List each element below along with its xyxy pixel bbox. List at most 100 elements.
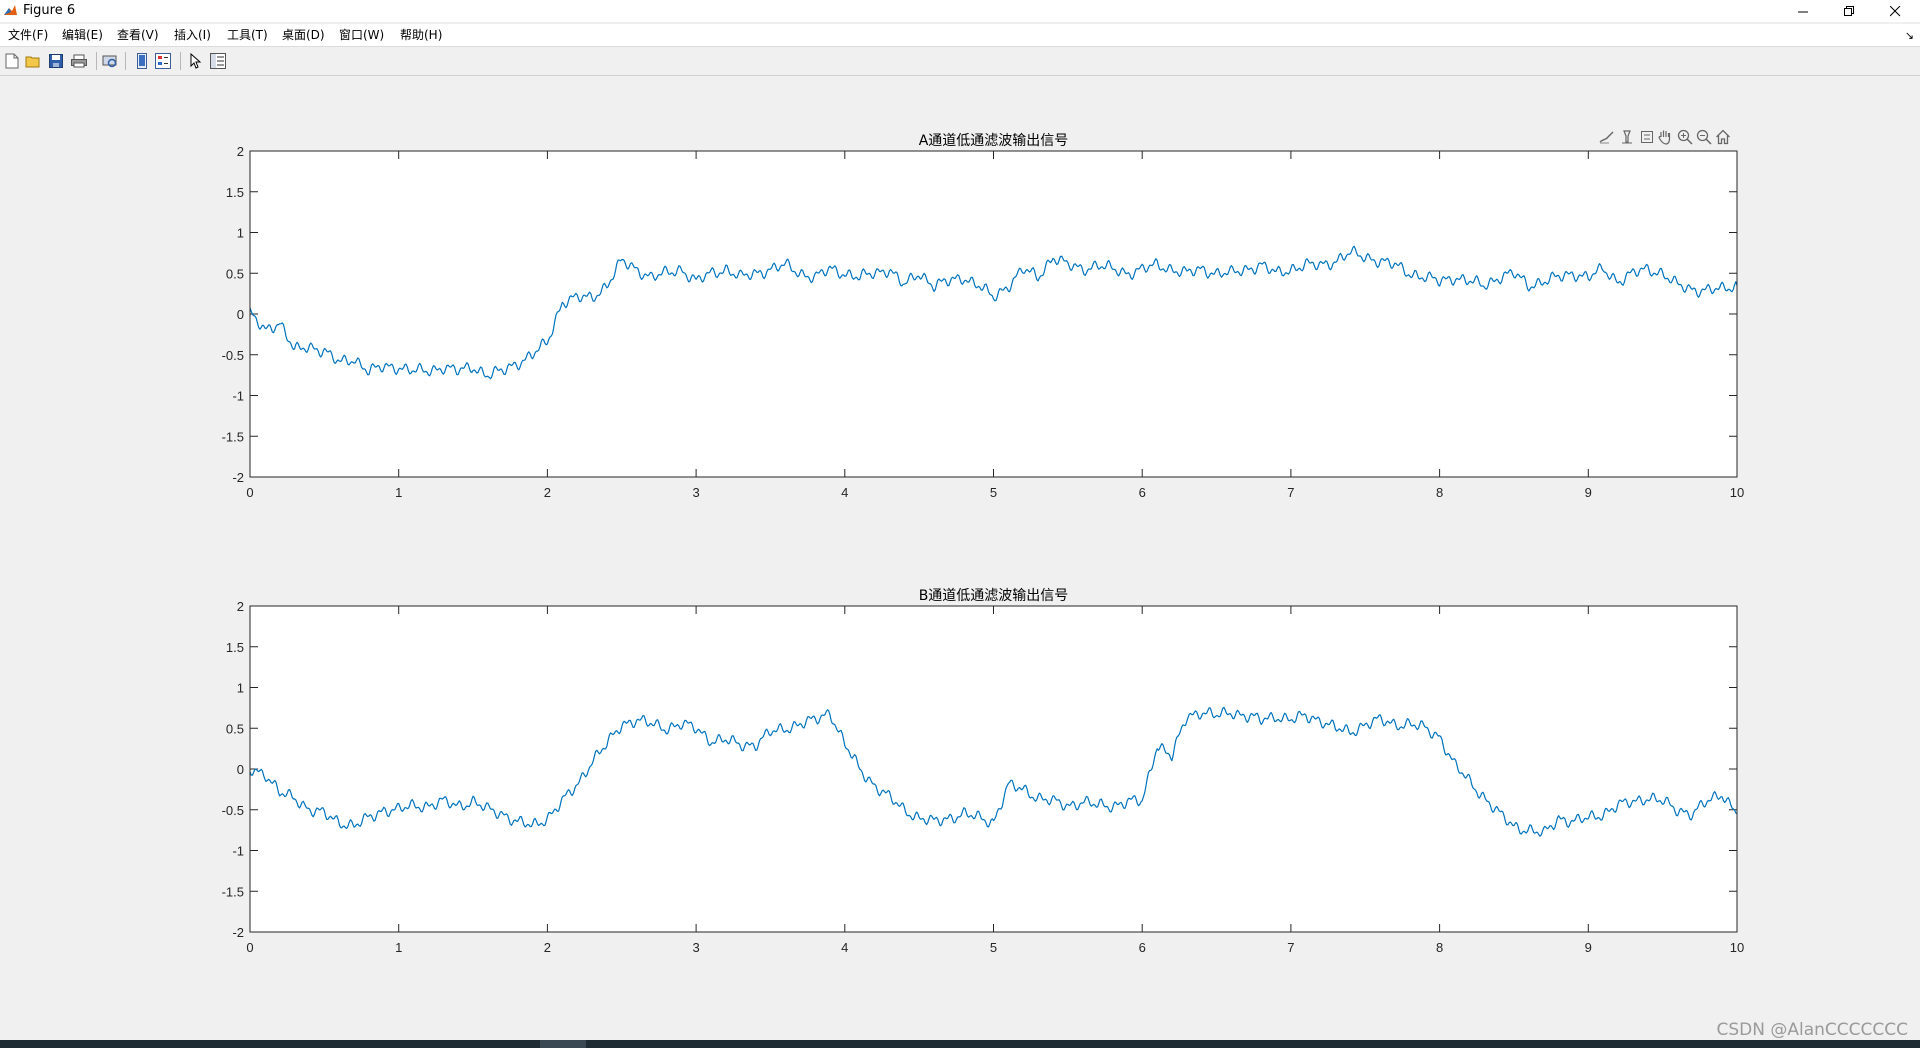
- window-title-bar: Figure 6: [0, 0, 1920, 22]
- matlab-logo-icon: [4, 5, 17, 15]
- y-tick-label: -0.5: [222, 803, 244, 818]
- x-tick-label: 3: [692, 940, 699, 955]
- x-tick-label: 8: [1436, 485, 1443, 500]
- print-preview-button[interactable]: [101, 52, 119, 70]
- save-button[interactable]: [47, 52, 65, 70]
- menu-edit[interactable]: 编辑(E): [62, 28, 103, 42]
- x-tick-label: 8: [1436, 940, 1443, 955]
- x-tick-label: 9: [1585, 940, 1592, 955]
- menu-window[interactable]: 窗口(W): [339, 28, 385, 42]
- y-tick-label: -1: [232, 389, 244, 404]
- dock-figure-icon[interactable]: ↘: [1904, 29, 1914, 42]
- menu-bar: 文件(F) 编辑(E) 查看(V) 插入(I) 工具(T) 桌面(D) 窗口(W…: [0, 24, 1920, 47]
- home-button[interactable]: [1714, 128, 1732, 146]
- axes-top[interactable]: 0 1 2 3 4 5 6 7 8 9 10 2 1.5 1 0.5 0 -0.5 -1 -1.5 -2 A通道低通滤波…: [222, 133, 1745, 500]
- edit-plot-button[interactable]: [187, 52, 205, 70]
- figure-plot-svg: 0 1 2 3 4 5 6 7 8 9 1021.510.50-0.5-1-1.5-2A通道低通滤波…: [222, 133, 1745, 955]
- axes-background: [250, 606, 1737, 932]
- toolbar-separator: [96, 52, 97, 70]
- link-plot-icon: [137, 53, 147, 69]
- x-tick-label: 4: [841, 485, 848, 500]
- x-tick-label: 10: [1730, 485, 1744, 500]
- x-tick-label: 9: [1585, 485, 1592, 500]
- axes-title: A通道低通滤波输出信号: [919, 133, 1069, 149]
- brush-button[interactable]: [1598, 128, 1616, 146]
- data-tips-icon: [1622, 130, 1632, 144]
- watermark: CSDN @AlanCCCCCCC: [1716, 1020, 1908, 1040]
- x-tick-label: 7: [1287, 485, 1294, 500]
- axes-toolbar: [1598, 128, 1730, 148]
- print-icon: [71, 54, 87, 68]
- pan-button[interactable]: [1656, 128, 1674, 146]
- zoom-in-button[interactable]: [1676, 128, 1694, 146]
- edit-plot-icon: [190, 53, 202, 69]
- y-tick-label: -1: [232, 844, 244, 859]
- property-inspector-button[interactable]: [209, 52, 227, 70]
- y-tick-label: 0: [237, 307, 244, 322]
- menu-view[interactable]: 查看(V): [117, 28, 159, 42]
- restore-button[interactable]: [1826, 0, 1872, 22]
- restore-icon: [1843, 5, 1854, 16]
- taskbar: [0, 1040, 1920, 1048]
- zoom-out-icon: [1696, 129, 1712, 145]
- axes-background: [250, 151, 1737, 477]
- save-icon: [49, 54, 63, 68]
- y-tick-label: 0: [237, 762, 244, 777]
- x-tick-label: 5: [990, 940, 997, 955]
- menu-help[interactable]: 帮助(H): [400, 28, 443, 42]
- property-inspector-icon: [210, 53, 226, 69]
- menu-file[interactable]: 文件(F): [8, 28, 49, 42]
- x-tick-label: 0: [246, 940, 253, 955]
- toolbar-separator: [125, 52, 126, 70]
- y-tick-label: 1: [237, 681, 244, 696]
- zoom-out-button[interactable]: [1695, 128, 1713, 146]
- close-button[interactable]: [1872, 0, 1918, 22]
- x-tick-label: 5: [990, 485, 997, 500]
- data-tips-button[interactable]: [1618, 128, 1636, 146]
- window-title: Figure 6: [23, 3, 76, 18]
- home-icon: [1716, 129, 1730, 145]
- x-tick-label: 7: [1287, 940, 1294, 955]
- x-tick-label: 2: [544, 485, 551, 500]
- open-file-button[interactable]: [24, 52, 42, 70]
- signal-line: [249, 706, 1738, 837]
- open-file-icon: [25, 56, 40, 68]
- x-tick-label: 3: [692, 485, 699, 500]
- print-button[interactable]: [70, 52, 88, 70]
- menu-desktop[interactable]: 桌面(D): [282, 28, 325, 42]
- menu-tools[interactable]: 工具(T): [227, 28, 268, 42]
- figure-toolbar: [0, 47, 1920, 76]
- x-tick-label: 4: [841, 940, 848, 955]
- toolbar-separator: [180, 52, 181, 70]
- y-tick-label: 1.5: [226, 640, 244, 655]
- y-tick-label: 1: [237, 226, 244, 241]
- axes-bottom[interactable]: 0 1 2 3 4 5 6 7 8 9 10 2 1.5 1 0.5 0 -0.5 -1 -1.5 -2 B通道低通滤波…: [222, 588, 1745, 955]
- axes-title: B通道低通滤波输出信号: [919, 588, 1069, 604]
- y-tick-label: 2: [237, 599, 244, 614]
- new-figure-button[interactable]: [3, 52, 21, 70]
- axes-box: [249, 150, 1738, 478]
- minimize-button[interactable]: [1780, 0, 1826, 22]
- y-tick-label: -0.5: [222, 348, 244, 363]
- signal-line: [249, 245, 1738, 380]
- x-tick-label: 0: [246, 485, 253, 500]
- menu-insert[interactable]: 插入(I): [174, 28, 211, 42]
- y-tick-label: -2: [232, 925, 244, 940]
- minimize-icon: [1797, 11, 1808, 12]
- taskbar-active-item[interactable]: [540, 1040, 586, 1048]
- link-plot-button[interactable]: [133, 52, 151, 70]
- zoom-in-icon: [1677, 129, 1693, 145]
- y-tick-label: 0.5: [226, 721, 244, 736]
- new-figure-icon: [5, 53, 19, 69]
- y-tick-label: 2: [237, 144, 244, 159]
- insert-legend-icon: [155, 53, 171, 69]
- restore-view-button[interactable]: [1638, 128, 1656, 146]
- axes-box: [249, 605, 1738, 933]
- x-tick-label: 10: [1730, 940, 1744, 955]
- y-tick-label: 0.5: [226, 266, 244, 281]
- insert-legend-button[interactable]: [154, 52, 172, 70]
- figure-canvas: 0 1 2 3 4 5 6 7 8 9 10 2 1.5 1 0.5 0 -0.5 -1 -1.5 -2 A通道低通滤波…: [0, 76, 1920, 1040]
- y-tick-label: -1.5: [222, 429, 244, 444]
- x-tick-label: 1: [395, 485, 402, 500]
- pan-icon: [1658, 130, 1671, 145]
